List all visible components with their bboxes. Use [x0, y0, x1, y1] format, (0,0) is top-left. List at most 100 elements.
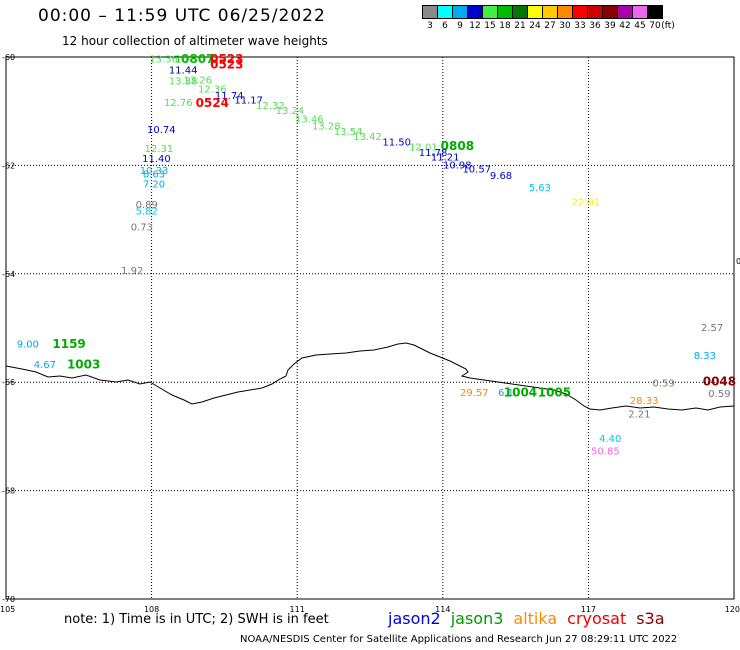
footer-note: note: 1) Time is in UTC; 2) SWH is in fe… — [64, 612, 329, 627]
lat-lon-grid — [5, 56, 735, 600]
wave-height-label: 0.59 — [708, 389, 730, 400]
legend-label: 18 — [499, 21, 511, 31]
pass-time-label: 0048 — [703, 375, 736, 389]
wave-height-label: 13.26 — [183, 75, 212, 86]
wave-height-label: 9.00 — [17, 339, 39, 350]
wave-height-label: 8.33 — [694, 351, 716, 362]
lon-tick-label: 108 — [144, 605, 159, 614]
map-frame — [5, 56, 735, 600]
satellite-legend-item: altika — [513, 609, 558, 628]
satellite-legend-item: s3a — [636, 609, 665, 628]
wave-height-label: 13.42 — [353, 132, 382, 143]
wave-height-label: 11.44 — [169, 66, 198, 77]
wave-height-label: 12.01 — [409, 143, 438, 154]
legend-label: 21 — [514, 21, 526, 31]
legend-label: 70 — [649, 21, 661, 31]
wave-height-label: 11.40 — [142, 154, 171, 165]
satellite-legend-item: jason2 — [388, 609, 441, 628]
color-scale-legend: 3 6 9 12 15 18 21 24 27 30 33 36 39 42 45 70 (ft) — [422, 5, 740, 31]
lat-tick-label: -64 — [2, 270, 15, 279]
wave-height-label: 0.89 — [136, 200, 158, 211]
wave-height-label: 12.32 — [256, 101, 285, 112]
pass-time-label: 0807 — [181, 52, 214, 66]
wave-height-label: 50.85 — [591, 447, 620, 458]
wave-height-label: 12.31 — [145, 144, 174, 155]
legend-label: 6 — [442, 21, 448, 31]
legend-label: 12 — [469, 21, 481, 31]
lat-tick-label: -62 — [2, 161, 15, 170]
lon-tick-label: 120 — [725, 605, 740, 614]
lat-tick-label: -68 — [2, 487, 15, 496]
lat-tick-label: -70 — [2, 595, 15, 604]
wave-height-label: 12.76 — [164, 98, 193, 109]
credit-line: NOAA/NESDIS Center for Satellite Applica… — [240, 634, 678, 645]
pass-time-label: 0523 — [210, 58, 243, 72]
wave-height-label: 10.98 — [443, 160, 472, 171]
wave-height-label: 7.20 — [143, 179, 165, 190]
legend-label: 15 — [484, 21, 496, 31]
wave-height-label: 11.17 — [234, 95, 263, 106]
lon-tick-label: 105 — [0, 605, 15, 614]
map-subtitle: 12 hour collection of altimeter wave hei… — [62, 34, 328, 48]
wave-height-label: 13.24 — [276, 106, 305, 117]
wave-height-label: 10.33 — [140, 166, 169, 177]
pass-time-label: 0523 — [210, 52, 243, 66]
pass-time-label: 0808 — [441, 139, 474, 153]
satellite-legend-item: cryosat — [567, 609, 627, 628]
wave-height-label: 13.38 — [169, 76, 198, 87]
pass-time-label: 1005 — [538, 386, 571, 400]
legend-swatches — [422, 5, 740, 19]
wave-height-label: 11.74 — [215, 91, 244, 102]
wave-height-label: 5.63 — [529, 183, 551, 194]
legend-label: 27 — [544, 21, 556, 31]
wave-height-label: 13.36 — [149, 55, 178, 66]
wave-height-label: 0.73 — [131, 223, 153, 234]
lon-tick-label: 117 — [581, 605, 596, 614]
legend-label: 45 — [634, 21, 646, 31]
pass-time-label: 1159 — [52, 337, 85, 351]
wave-height-label: 10.57 — [462, 165, 491, 176]
right-lat-label: 0 — [736, 257, 740, 266]
observation-labels: 13.361 08070523052311.4413.3813.2612.3611… — [17, 52, 736, 457]
wave-height-label: 12.36 — [198, 85, 227, 96]
wave-height-label: 0.59 — [652, 378, 674, 389]
legend-swatch — [647, 5, 663, 19]
wave-height-label: 4.40 — [599, 434, 621, 445]
wave-height-label: 2.21 — [628, 410, 650, 421]
lon-tick-label: 114 — [435, 605, 450, 614]
wave-height-label: 6.1 — [498, 388, 514, 399]
wave-height-label: 11.50 — [382, 138, 411, 149]
legend-unit: (ft) — [661, 21, 675, 31]
wave-height-label: 28.33 — [630, 396, 659, 407]
lon-tick-label: 111 — [290, 605, 305, 614]
wave-height-label: 13.28 — [312, 121, 341, 132]
legend-label: 36 — [589, 21, 601, 31]
wave-height-label: 13.54 — [334, 127, 363, 138]
wave-height-label: 8.63 — [143, 170, 165, 181]
wave-height-label: 11.21 — [431, 152, 460, 163]
pass-time-label: 1004 — [504, 386, 537, 400]
satellite-legend-item: jason3 — [450, 609, 504, 628]
legend-label: 33 — [574, 21, 586, 31]
lat-tick-label: -66 — [2, 378, 15, 387]
wave-height-label: 9.68 — [490, 171, 512, 182]
legend-label: 42 — [619, 21, 631, 31]
legend-label: 24 — [529, 21, 541, 31]
lat-tick-label: -60 — [2, 53, 15, 62]
wave-height-label: 1 — [175, 55, 181, 66]
legend-label: 3 — [427, 21, 433, 31]
map-title: 00:00 – 11:59 UTC 06/25/2022 — [38, 6, 326, 26]
legend-labels: 3 6 9 12 15 18 21 24 27 30 33 36 39 42 45 70 (ft) — [422, 19, 740, 31]
legend-label: 9 — [457, 21, 463, 31]
legend-label: 30 — [559, 21, 571, 31]
antarctic-coastline — [5, 342, 735, 411]
wave-height-label: 1.92 — [121, 266, 143, 277]
wave-height-label: 22.81 — [572, 197, 601, 208]
wave-height-label: 5.82 — [136, 206, 158, 217]
wave-height-label: 10.74 — [147, 125, 176, 136]
wave-height-label: 29.57 — [460, 388, 489, 399]
wave-height-label: 13.46 — [295, 114, 324, 125]
pass-time-label: 1003 — [67, 357, 100, 371]
